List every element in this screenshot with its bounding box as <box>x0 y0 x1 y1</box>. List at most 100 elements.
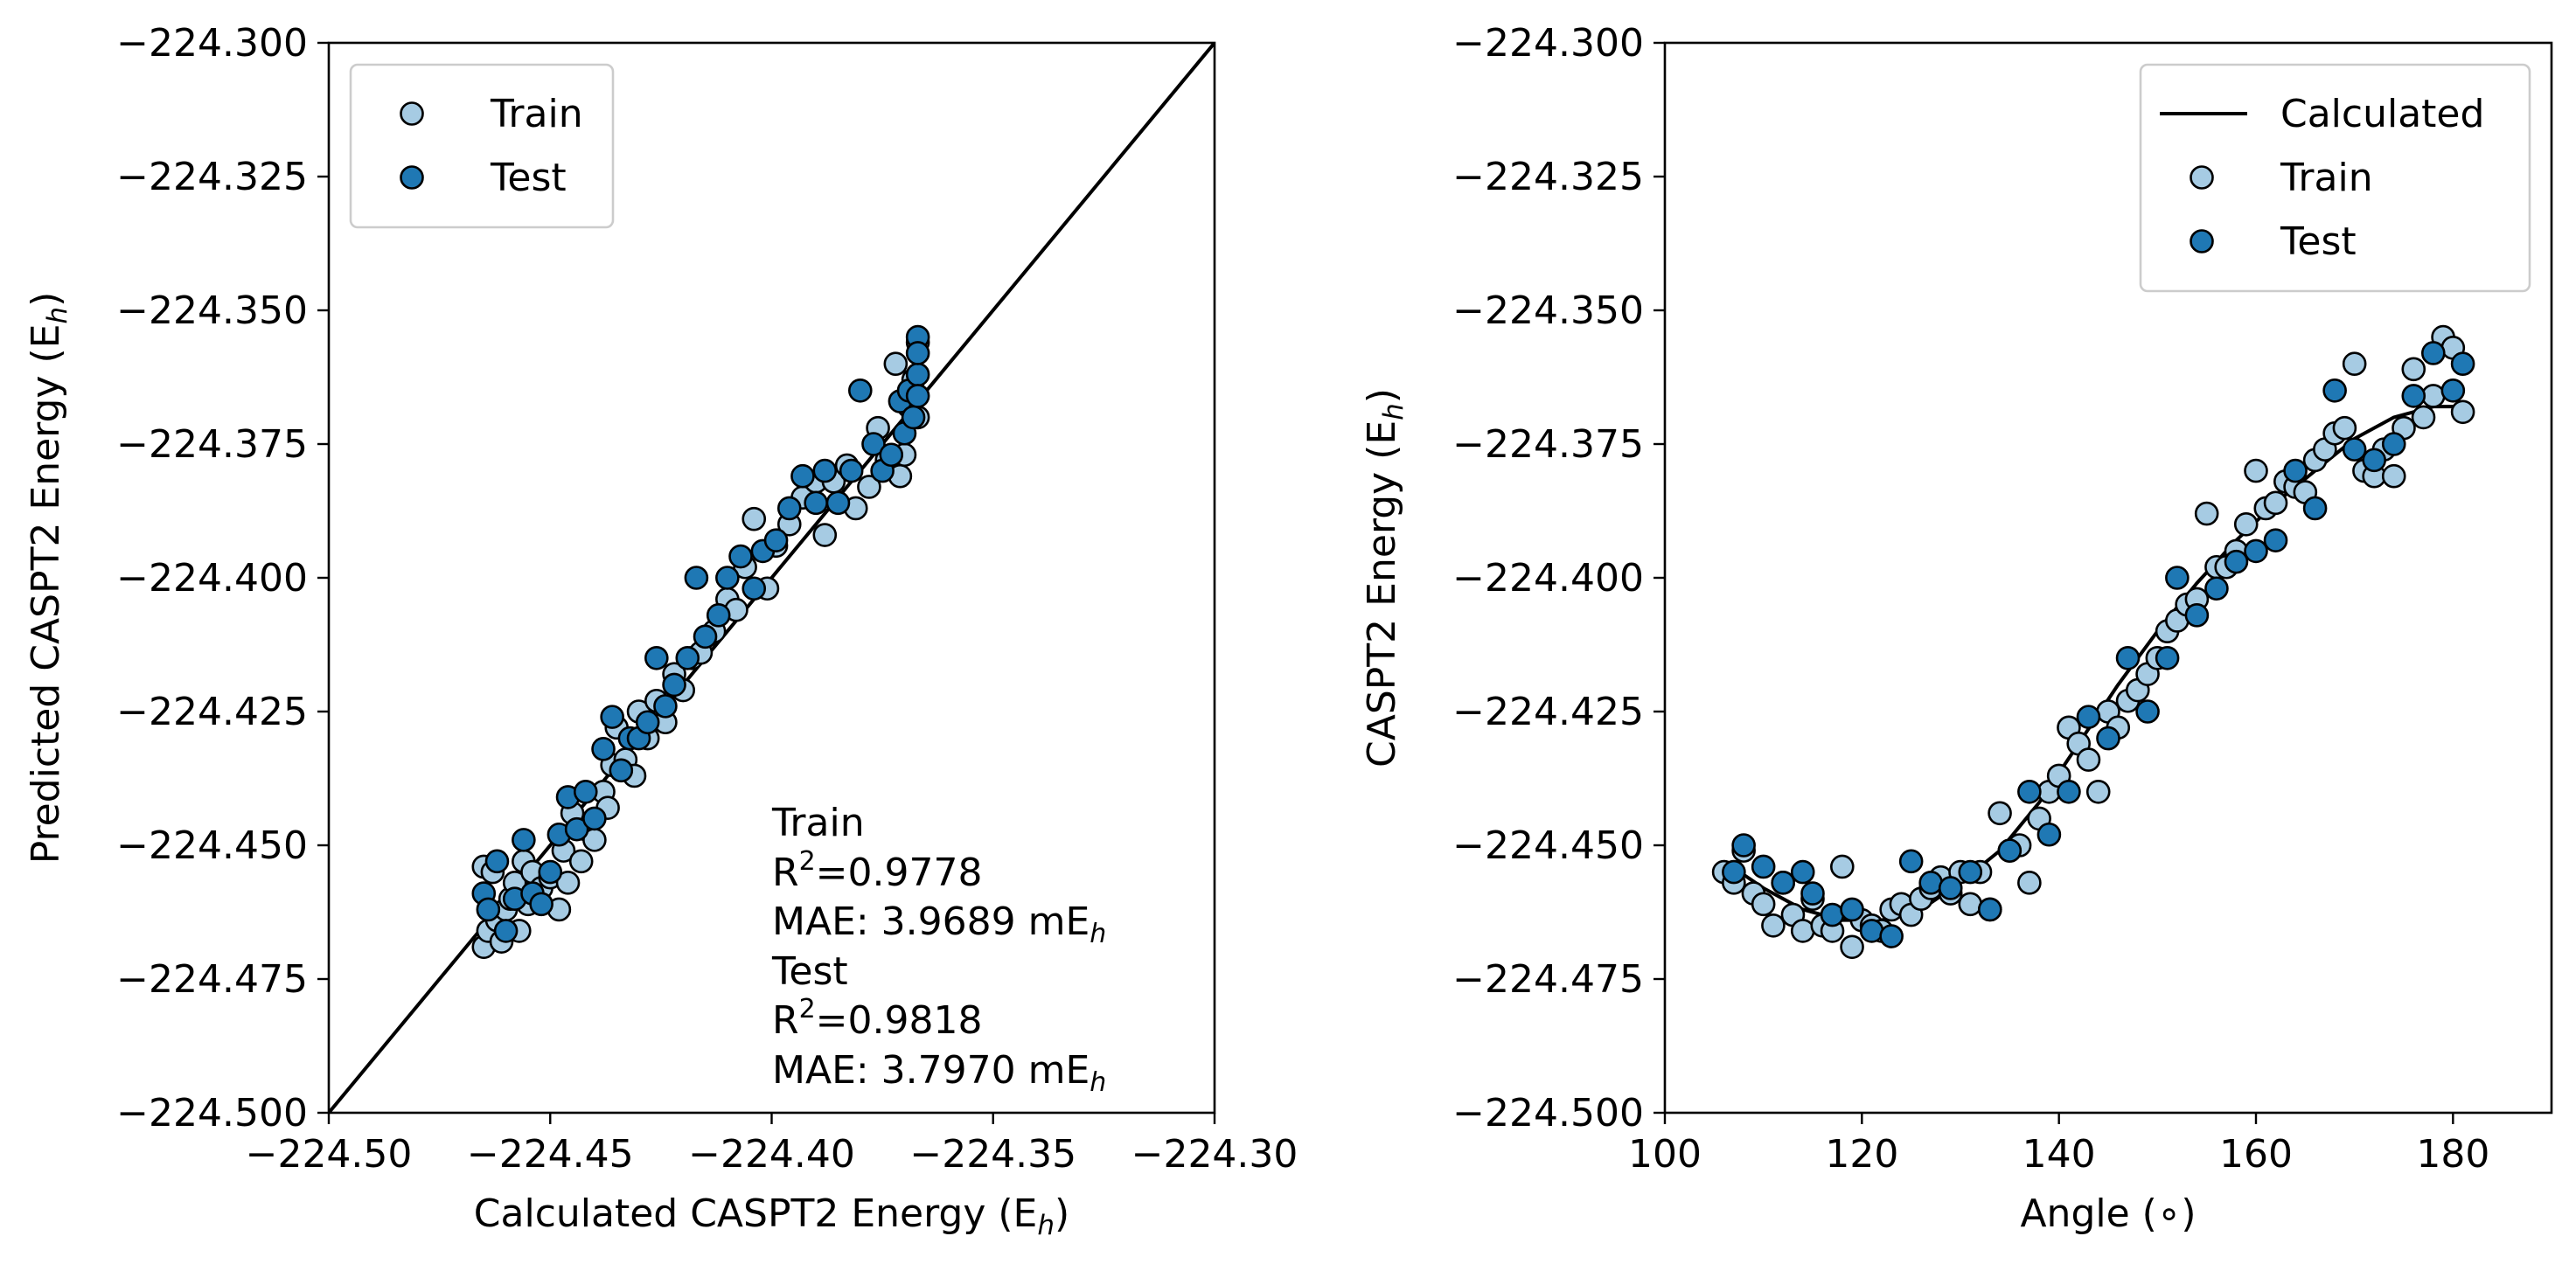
test-point <box>2057 779 2081 804</box>
metric-text: R <box>772 998 799 1043</box>
x-tick-label: 140 <box>2023 1132 2096 1177</box>
test-point <box>776 496 802 521</box>
train-point <box>1958 892 1983 917</box>
train-point <box>2263 490 2288 516</box>
train-point <box>2342 351 2367 377</box>
test-point <box>635 710 660 735</box>
test-point <box>529 892 553 917</box>
x-axis-label-text: Angle (∘) <box>2020 1191 2196 1236</box>
test-point <box>582 806 607 831</box>
test-point <box>901 405 926 430</box>
test-point <box>2450 351 2475 377</box>
test-point <box>861 432 886 456</box>
test-point <box>2381 432 2406 456</box>
subscript: h <box>1090 919 1106 949</box>
x-tick-label: −224.35 <box>909 1132 1076 1177</box>
test-point <box>1820 902 1845 927</box>
metrics-annotation-line: MAE: 3.9689 mEh <box>772 899 1106 949</box>
test-point <box>2155 645 2180 670</box>
test-point <box>2322 378 2347 403</box>
superscript: 2 <box>799 846 816 877</box>
legend-label: Train <box>2280 156 2373 200</box>
test-point <box>1751 854 1776 879</box>
train-point <box>555 871 581 895</box>
train-point <box>1988 801 2012 826</box>
test-point <box>644 645 669 670</box>
test-point <box>662 672 686 698</box>
train-point <box>1751 892 1776 917</box>
plot-area <box>329 43 1215 1113</box>
y-axis-label-subscript: h <box>1378 403 1410 420</box>
test-point <box>493 919 519 943</box>
test-point <box>609 758 634 783</box>
y-tick-label: −224.375 <box>1452 422 1644 467</box>
test-point <box>905 341 930 365</box>
test-point <box>2342 437 2367 462</box>
x-tick-label: 180 <box>2416 1132 2489 1177</box>
train-point <box>2076 747 2101 772</box>
x-tick-label: −224.45 <box>467 1132 634 1177</box>
train-point <box>2401 357 2426 382</box>
test-point <box>728 544 753 569</box>
test-point <box>790 463 815 489</box>
test-point <box>1771 871 1795 895</box>
metrics-annotation-line: R2=0.9778 <box>772 846 983 895</box>
y-tick-label: −224.450 <box>116 823 308 868</box>
test-point <box>538 859 563 885</box>
test-point <box>2036 822 2062 847</box>
y-tick-label: −224.375 <box>116 422 308 467</box>
test-point <box>1731 833 1756 858</box>
test-point <box>804 490 828 516</box>
test-point <box>2165 566 2190 590</box>
test-point <box>2401 384 2426 408</box>
metric-text: Train <box>771 801 865 845</box>
test-point <box>1978 897 2002 922</box>
x-axis-label-end: ) <box>1055 1191 1069 1236</box>
train-point <box>2332 415 2357 441</box>
test-point <box>839 458 864 483</box>
test-point <box>2362 448 2386 473</box>
y-tick-label: −224.350 <box>116 288 308 333</box>
test-point <box>905 384 930 408</box>
metric-value: =0.9778 <box>816 851 983 895</box>
test-point <box>2224 549 2249 574</box>
test-point <box>600 705 624 729</box>
test-point <box>591 737 616 761</box>
legend-train-marker <box>400 101 424 126</box>
y-axis-label-end: ) <box>24 292 68 307</box>
legend-label: Train <box>490 92 583 136</box>
train-point <box>857 475 881 499</box>
y-tick-label: −224.325 <box>116 155 308 199</box>
x-tick-label: 120 <box>1825 1132 1898 1177</box>
test-point <box>2204 576 2229 601</box>
x-axis-label: Angle (∘) <box>2020 1191 2196 1236</box>
legend-train-marker <box>2190 165 2214 190</box>
test-point <box>879 442 904 468</box>
y-tick-label: −224.475 <box>1452 957 1644 1002</box>
train-point <box>1790 919 1815 943</box>
test-point <box>905 362 930 387</box>
y-tick-label: −224.300 <box>116 21 308 66</box>
test-point <box>476 897 501 922</box>
test-point <box>1859 919 1884 943</box>
metric-text: MAE: 3.7970 mE <box>772 1048 1090 1093</box>
legend-label: Calculated <box>2280 92 2484 136</box>
test-point <box>512 828 536 852</box>
legend-test-marker <box>400 165 424 190</box>
train-point <box>2244 458 2268 483</box>
train-point <box>2233 511 2259 537</box>
train-point <box>1830 854 1855 879</box>
test-point <box>1997 838 2023 863</box>
test-point <box>1722 859 1746 885</box>
test-point <box>812 458 838 483</box>
test-point <box>763 528 789 552</box>
test-point <box>684 566 709 590</box>
angle-energy-panel: 100 120 140 160 180 −224.300 −224.325 −224.350 −… <box>1360 21 2553 1236</box>
test-point <box>1879 924 1904 948</box>
metrics-annotation-line: Train <box>771 801 865 845</box>
x-tick-label: −224.40 <box>688 1132 855 1177</box>
metric-text: R <box>772 851 799 895</box>
test-point <box>847 378 873 403</box>
test-point <box>2440 378 2466 403</box>
